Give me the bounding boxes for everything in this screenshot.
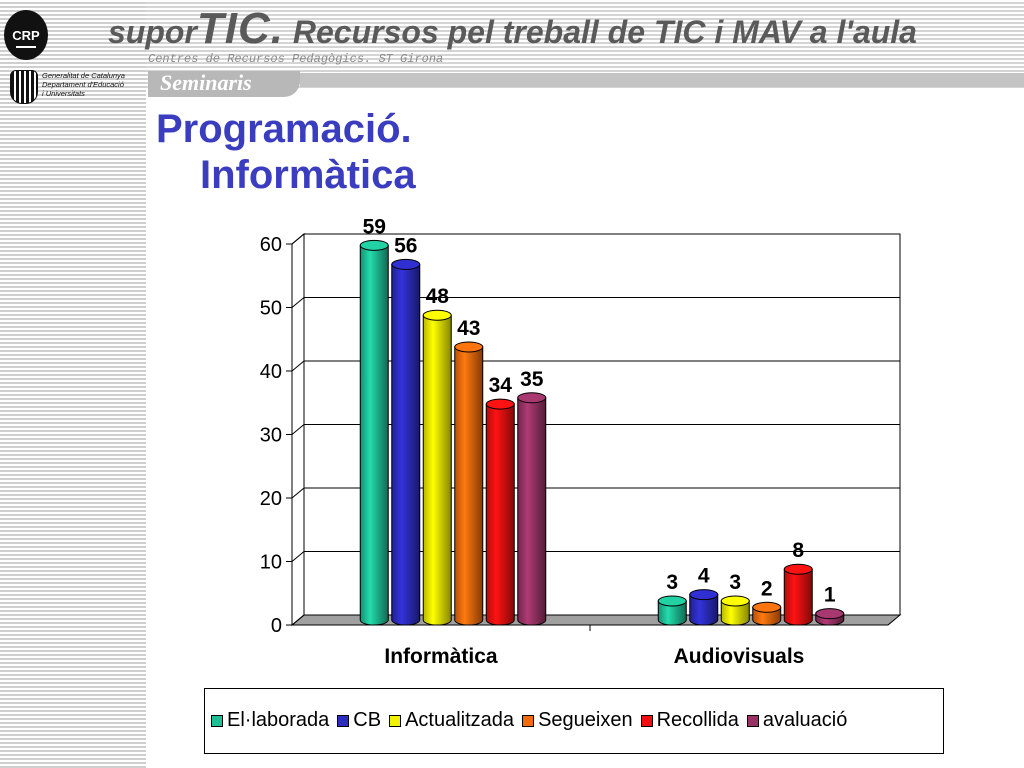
gencat-logo: Generalitat de Catalunya Departament d'E… [8, 68, 142, 106]
data-label: 56 [394, 234, 417, 257]
bar [485, 403, 515, 626]
legend-label: Segueixen [538, 709, 633, 731]
gridline-depth [291, 487, 305, 499]
bar-top [359, 239, 389, 251]
gridline-depth [291, 233, 305, 245]
legend-swatch [389, 714, 402, 727]
bar-top [485, 398, 515, 410]
legend-swatch [337, 714, 350, 727]
y-tick-label: 0 [271, 615, 282, 637]
site-title-prefix: supor [108, 14, 197, 50]
data-label: 59 [363, 215, 386, 238]
data-label: 34 [489, 374, 513, 397]
data-label: 3 [666, 571, 678, 594]
bar [657, 600, 687, 626]
bar-top [752, 601, 782, 613]
gridline-depth [291, 424, 305, 435]
legend-label: El·laborada [227, 709, 330, 731]
bar-top [422, 309, 452, 321]
legend-items: El·laborada CB Actualitzada Segueixen Recoll… [211, 709, 847, 732]
gridline-depth [291, 360, 305, 372]
x-category-label: Audiovisuals [674, 645, 805, 668]
legend-item: El·laborada [211, 709, 329, 732]
data-label: 1 [824, 584, 836, 607]
bar [517, 397, 547, 626]
legend-item: CB [337, 709, 381, 732]
bar-top [454, 341, 484, 353]
bar-top [391, 258, 421, 270]
y-tick-label: 20 [260, 488, 282, 510]
legend-item: Recollida [640, 709, 739, 732]
legend-swatch [522, 714, 535, 727]
crp-logo: CRP [4, 10, 48, 60]
gencat-line-1: Generalitat de Catalunya [42, 71, 125, 80]
gencat-line-2: Departament d'Educació [42, 80, 124, 89]
x-category-label: Informàtica [384, 645, 498, 668]
left-decorative-stripe [0, 0, 146, 768]
site-title-brand: TIC. [196, 4, 284, 53]
page-title-line-2: Informàtica [200, 153, 416, 197]
bar [391, 263, 421, 626]
gridline-depth [291, 551, 305, 562]
bar-top [720, 595, 750, 607]
crp-logo-text: CRP [12, 27, 40, 43]
y-tick-label: 50 [260, 298, 282, 320]
legend-label: Actualitzada [405, 709, 515, 731]
legend-swatch [746, 714, 759, 727]
y-tick-label: 10 [260, 552, 282, 574]
data-label: 48 [426, 285, 450, 308]
legend-item: avaluació [746, 709, 848, 732]
legend-swatch [211, 714, 223, 727]
bar [359, 244, 389, 626]
bar [454, 346, 484, 626]
legend-item: Segueixen [522, 709, 633, 732]
bar-top [689, 589, 719, 601]
y-tick-label: 60 [260, 234, 282, 256]
section-tab-label: Seminaris [160, 70, 252, 95]
data-label: 43 [457, 317, 480, 340]
legend-item: Actualitzada [389, 709, 514, 732]
bar-top [517, 392, 547, 404]
site-title-rest: Recursos pel treball de TIC i MAV a l'au… [284, 14, 917, 50]
page-title: Programació. Informàtica [156, 106, 576, 198]
bar [689, 594, 719, 626]
legend-label: Recollida [656, 709, 739, 731]
legend-label: CB [353, 709, 382, 731]
bar [720, 600, 750, 626]
gencat-line-3: i Universitats [42, 89, 85, 98]
bar [783, 568, 813, 626]
section-tab [148, 71, 300, 97]
data-label: 2 [761, 577, 773, 600]
gridline-depth [291, 297, 305, 308]
gencat-emblem-icon [10, 70, 38, 104]
bar [422, 314, 452, 626]
data-label: 3 [729, 571, 741, 594]
legend-swatch [640, 714, 653, 727]
bar-top [783, 563, 813, 575]
section-rule [300, 73, 1024, 87]
data-label: 8 [792, 539, 804, 562]
y-tick-label: 30 [260, 425, 282, 447]
y-tick-label: 40 [260, 361, 282, 383]
gencat-text: Generalitat de Catalunya Departament d'E… [42, 71, 142, 98]
data-label: 4 [698, 565, 710, 588]
bar-top [657, 595, 687, 607]
site-title: suporTIC. Recursos pel treball de TIC i … [108, 4, 917, 53]
legend-label: avaluació [762, 709, 848, 731]
page-title-line-1: Programació. [156, 107, 412, 151]
gridline-depth [291, 614, 305, 626]
bar-top [815, 608, 845, 620]
data-label: 35 [520, 368, 544, 391]
site-subtitle: Centres de Recursos Pedagògics. ST Giron… [148, 52, 444, 66]
chart-legend: El·laborada CB Actualitzada Segueixen Recoll… [204, 688, 944, 754]
